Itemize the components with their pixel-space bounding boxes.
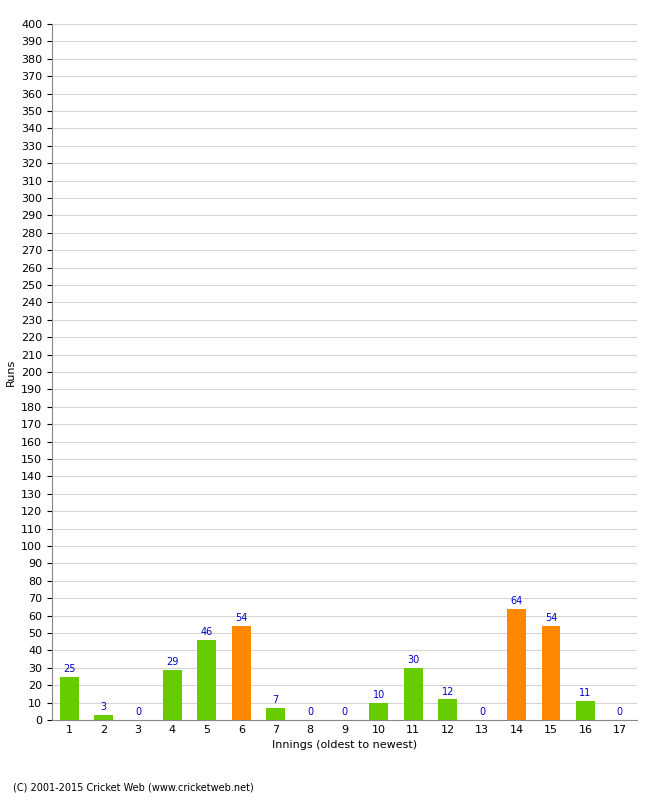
Text: 30: 30 (407, 655, 419, 665)
Text: 12: 12 (441, 686, 454, 697)
Text: 7: 7 (272, 695, 279, 706)
Bar (60, 677, 79, 720)
Text: 3: 3 (101, 702, 107, 712)
Text: 11: 11 (579, 688, 592, 698)
Bar (369, 702, 389, 720)
Text: 0: 0 (341, 707, 348, 718)
Text: 0: 0 (479, 707, 485, 718)
Text: 0: 0 (617, 707, 623, 718)
Text: 10: 10 (373, 690, 385, 700)
Bar (163, 670, 182, 720)
Text: 46: 46 (201, 627, 213, 638)
Text: 64: 64 (510, 596, 523, 606)
Text: (C) 2001-2015 Cricket Web (www.cricketweb.net): (C) 2001-2015 Cricket Web (www.cricketwe… (13, 782, 254, 792)
Bar (404, 668, 422, 720)
Bar (438, 699, 457, 720)
Bar (541, 626, 560, 720)
Text: 0: 0 (307, 707, 313, 718)
Bar (94, 714, 113, 720)
Bar (198, 640, 216, 720)
Text: 54: 54 (235, 614, 248, 623)
Y-axis label: Runs: Runs (5, 358, 16, 386)
Text: 25: 25 (63, 664, 75, 674)
Bar (576, 701, 595, 720)
Bar (507, 609, 526, 720)
Bar (232, 626, 251, 720)
X-axis label: Innings (oldest to newest): Innings (oldest to newest) (272, 741, 417, 750)
Text: 54: 54 (545, 614, 557, 623)
Text: 0: 0 (135, 707, 141, 718)
Text: 29: 29 (166, 657, 179, 667)
Bar (266, 708, 285, 720)
